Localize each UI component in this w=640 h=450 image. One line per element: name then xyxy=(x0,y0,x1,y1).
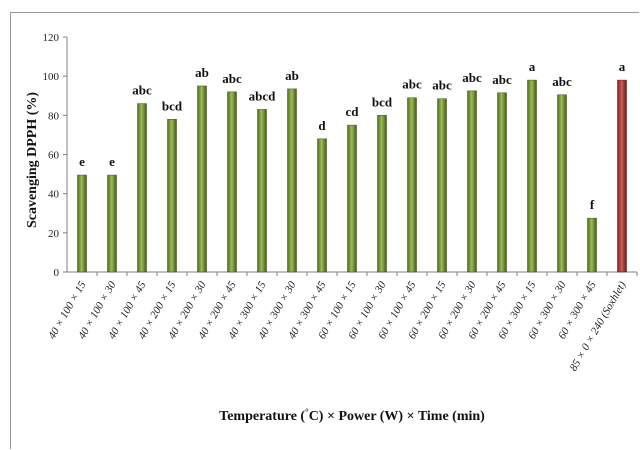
chart-border xyxy=(10,12,639,449)
bar xyxy=(617,79,627,273)
bar xyxy=(197,85,207,273)
significance-label: e xyxy=(109,154,115,169)
bar xyxy=(77,174,87,273)
significance-label: abc xyxy=(462,70,482,85)
x-axis-title-suffix: C) × Power (W) × Time (min) xyxy=(309,409,485,424)
significance-label: d xyxy=(318,118,326,133)
bar xyxy=(557,94,567,273)
bar xyxy=(467,90,477,273)
x-axis-title-prefix: Temperature ( xyxy=(219,409,305,424)
bar xyxy=(377,115,387,273)
bar xyxy=(257,109,267,273)
significance-label: cd xyxy=(346,104,360,119)
bar xyxy=(167,119,177,273)
bar xyxy=(407,97,417,273)
y-tick-label: 120 xyxy=(43,32,60,44)
y-tick-label: 100 xyxy=(43,71,60,83)
bar xyxy=(497,92,507,273)
significance-label: abc xyxy=(132,83,152,98)
degree-symbol: ° xyxy=(305,407,309,417)
significance-label: bcd xyxy=(162,98,183,113)
significance-label: f xyxy=(590,197,595,212)
x-axis-title: Temperature (°C) × Power (W) × Time (min… xyxy=(219,407,485,424)
y-tick-label: 80 xyxy=(48,110,60,122)
y-axis-title: Scavenging DPPH (%) xyxy=(25,92,40,228)
bar xyxy=(107,174,117,273)
significance-label: abc xyxy=(492,72,512,87)
bar xyxy=(527,79,537,273)
y-tick-label: 20 xyxy=(48,228,60,240)
significance-label: a xyxy=(619,59,626,74)
significance-label: abcd xyxy=(249,88,277,103)
significance-label: abc xyxy=(432,78,452,93)
bars xyxy=(77,79,627,273)
significance-label: a xyxy=(529,59,536,74)
bar xyxy=(287,88,297,273)
significance-label: ab xyxy=(195,65,209,80)
significance-label: abc xyxy=(402,77,422,92)
bar xyxy=(137,103,147,273)
significance-label: abc xyxy=(552,74,572,89)
significance-label: ab xyxy=(285,68,299,83)
bar xyxy=(347,124,357,273)
y-tick-label: 40 xyxy=(48,189,60,201)
bar xyxy=(317,138,327,273)
bar xyxy=(227,91,237,273)
y-axis-ticks: 0 20 40 60 80 100 120 xyxy=(43,32,67,279)
significance-label: e xyxy=(79,154,85,169)
x-tick-label: 85 × 0 × 240 (Soxhlet) xyxy=(568,279,629,373)
y-tick-label: 60 xyxy=(48,150,60,162)
y-tick-label: 0 xyxy=(54,267,60,279)
significance-label: bcd xyxy=(372,94,393,109)
bar xyxy=(587,217,597,273)
significance-label: abc xyxy=(222,71,242,86)
bar xyxy=(437,98,447,273)
